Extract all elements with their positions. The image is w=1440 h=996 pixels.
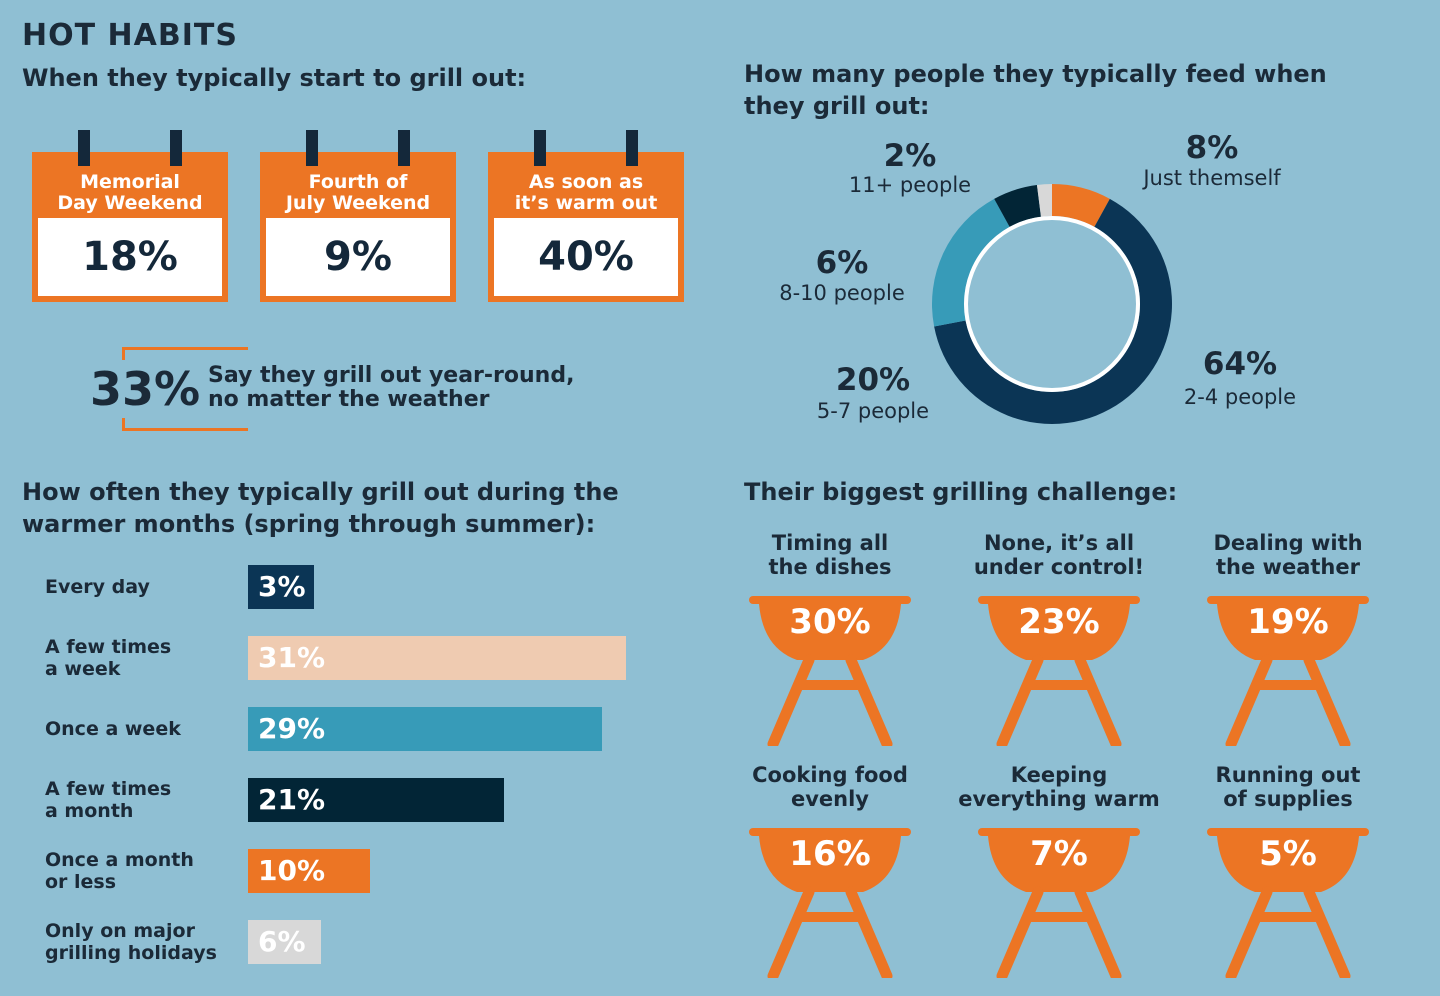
start-heading: When they typically start to grill out: xyxy=(22,64,527,92)
grill-icon: 23% xyxy=(974,590,1144,750)
calendar-ring xyxy=(170,130,182,166)
calendar-ring xyxy=(626,130,638,166)
grill-icon: 7% xyxy=(974,822,1144,982)
calendar-title: As soon as it’s warm out xyxy=(514,171,658,214)
challenge-value: 16% xyxy=(789,834,871,874)
page-title: HOT HABITS xyxy=(22,18,238,53)
calendar-value: 40% xyxy=(494,218,678,296)
bar-label: A few times a month xyxy=(45,778,172,822)
bracket-gap xyxy=(118,360,128,418)
slice-label-text: 11+ people xyxy=(848,173,972,197)
challenge-label: Running out of supplies xyxy=(1215,763,1361,811)
bar-value-label: 31% xyxy=(258,641,326,674)
slice-label-text: 8-10 people xyxy=(779,281,905,305)
challenge-heading: Their biggest grilling challenge: xyxy=(744,478,1178,506)
bar-label: Every day xyxy=(45,576,150,598)
feed-heading: How many people they typically feed when… xyxy=(744,60,1327,120)
bar-label: Once a week xyxy=(45,718,181,740)
bar-value-label: 10% xyxy=(258,854,326,887)
slice-label-text: 2-4 people xyxy=(1183,385,1297,409)
bar-label: A few times a week xyxy=(45,636,172,680)
donut-slice-11-people xyxy=(1036,184,1052,217)
donut-slice-just-themself xyxy=(1052,184,1110,227)
bar: 3% xyxy=(248,565,314,609)
challenge-label: Timing all the dishes xyxy=(768,531,892,579)
bar-value-label: 29% xyxy=(258,712,326,745)
calendar-ring xyxy=(78,130,90,166)
challenge-label: None, it’s all under control! xyxy=(973,531,1145,579)
calendar-ring xyxy=(398,130,410,166)
calendar-memorial-day: Memorial Day Weekend 18% xyxy=(32,130,228,302)
donut-slice-5-7-people xyxy=(932,198,1010,327)
challenge-value: 30% xyxy=(789,602,871,642)
slice-label-pct: 2% xyxy=(883,138,937,174)
calendar-warm-out: As soon as it’s warm out 40% xyxy=(488,130,684,302)
challenge-value: 5% xyxy=(1259,834,1317,874)
donut-inner-ring xyxy=(964,216,1140,392)
slice-label-pct: 20% xyxy=(835,362,911,398)
bar: 10% xyxy=(248,849,370,893)
grill-icon: 19% xyxy=(1203,590,1373,750)
donut-chart xyxy=(932,184,1172,424)
bar-value-label: 6% xyxy=(258,925,306,958)
slice-label-pct: 64% xyxy=(1202,346,1278,382)
grill-icon: 30% xyxy=(745,590,915,750)
slice-label-text: 5-7 people xyxy=(816,399,930,423)
challenge-value: 23% xyxy=(1018,602,1100,642)
calendar-value: 9% xyxy=(266,218,450,296)
bar: 29% xyxy=(248,707,602,751)
bar-label: Only on major grilling holidays xyxy=(45,920,217,964)
donut-slice-8-10-people xyxy=(994,184,1041,227)
slice-label-text: Just themself xyxy=(1143,166,1281,190)
bar: 6% xyxy=(248,920,322,964)
bar-value-label: 21% xyxy=(258,783,326,816)
bar: 21% xyxy=(248,778,505,822)
yearround-text: Say they grill out year-round, no matter… xyxy=(208,363,575,412)
calendar-ring xyxy=(534,130,546,166)
challenge-label: Cooking food evenly xyxy=(752,763,908,811)
bar-value-label: 3% xyxy=(258,570,306,603)
calendar-title: Fourth of July Weekend xyxy=(285,171,431,214)
calendar-fourth-of-july: Fourth of July Weekend 9% xyxy=(260,130,456,302)
slice-label-pct: 8% xyxy=(1185,130,1239,166)
frequency-heading: How often they typically grill out durin… xyxy=(22,478,619,538)
grill-icon: 5% xyxy=(1203,822,1373,982)
challenge-label: Dealing with the weather xyxy=(1213,531,1363,579)
slice-label-pct: 6% xyxy=(815,245,869,281)
yearround-value: 33% xyxy=(90,362,201,416)
calendar-value: 18% xyxy=(38,218,222,296)
bar-label: Once a month or less xyxy=(45,849,194,893)
challenge-label: Keeping everything warm xyxy=(958,763,1160,811)
calendar-ring xyxy=(306,130,318,166)
calendar-title: Memorial Day Weekend xyxy=(57,171,203,214)
challenge-value: 7% xyxy=(1030,834,1088,874)
challenge-value: 19% xyxy=(1247,602,1329,642)
grill-icon: 16% xyxy=(745,822,915,982)
bar: 31% xyxy=(248,636,626,680)
